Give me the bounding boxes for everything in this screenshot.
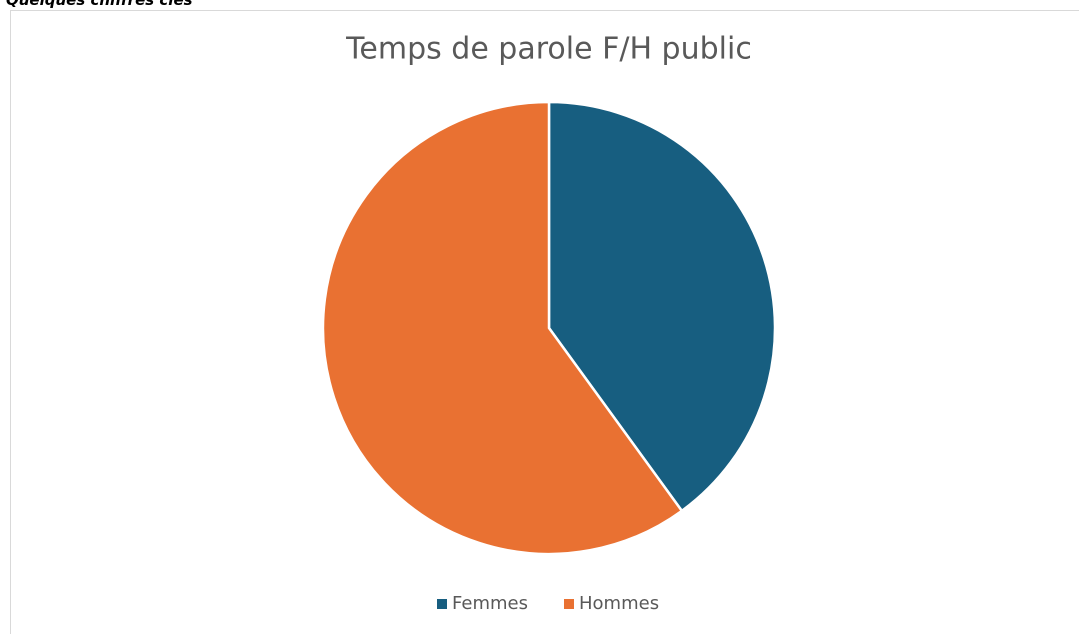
pie-slice bbox=[321, 100, 684, 556]
chart-title: Temps de parole F/H public bbox=[345, 32, 752, 67]
legend-label: Hommes bbox=[579, 593, 659, 614]
legend-swatch bbox=[437, 599, 447, 609]
legend-swatch bbox=[564, 599, 574, 609]
legend-label: Femmes bbox=[452, 593, 528, 614]
section-heading: Quelques chiffres clés bbox=[6, 0, 193, 9]
pie-slice bbox=[547, 100, 777, 513]
